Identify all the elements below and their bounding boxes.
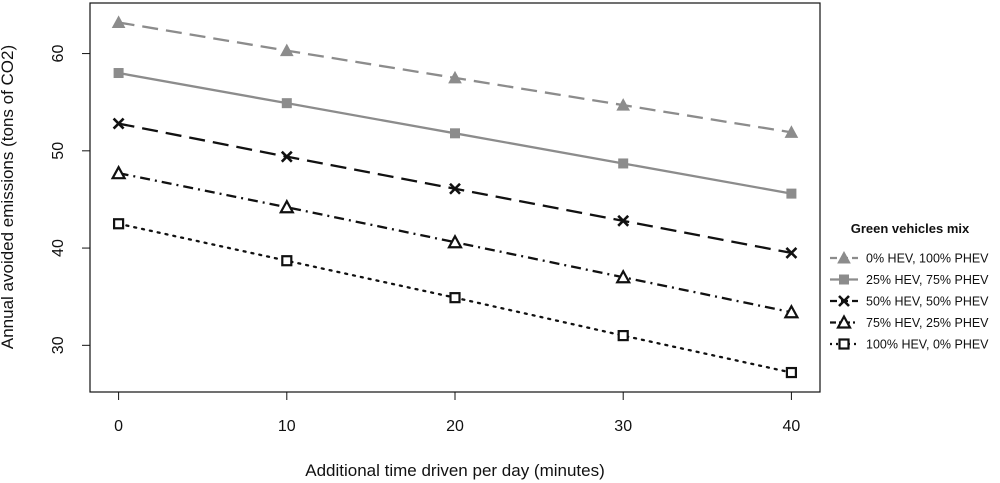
legend-item: 50% HEV, 50% PHEV <box>830 295 989 309</box>
legend-marker <box>838 295 850 307</box>
legend-item: 25% HEV, 75% PHEV <box>830 273 989 287</box>
data-point <box>278 198 295 214</box>
data-point <box>113 68 124 79</box>
legend-label: 25% HEV, 75% PHEV <box>866 273 989 287</box>
data-point <box>281 98 292 109</box>
series-layer <box>110 15 800 379</box>
x-tick-label: 40 <box>783 418 801 435</box>
series-5 <box>112 218 798 379</box>
data-point <box>785 366 798 379</box>
data-point <box>784 125 799 138</box>
legend-title: Green vehicles mix <box>851 221 970 236</box>
y-tick-label: 40 <box>50 239 67 257</box>
legend-label: 100% HEV, 0% PHEV <box>866 338 989 352</box>
x-tick-label: 30 <box>614 418 632 435</box>
data-point <box>450 128 460 139</box>
y-axis: 30 40 50 60 <box>50 45 91 354</box>
legend-label: 50% HEV, 50% PHEV <box>866 295 989 309</box>
data-point <box>616 98 631 111</box>
y-tick-label: 60 <box>50 45 67 63</box>
data-point <box>615 268 632 284</box>
x-tick-label: 10 <box>278 418 296 435</box>
data-point <box>449 182 461 195</box>
legend-marker <box>838 338 850 350</box>
x-tick-label: 20 <box>446 418 464 435</box>
data-point <box>448 70 462 84</box>
legend-label: 0% HEV, 100% PHEV <box>866 252 989 266</box>
legend-label: 75% HEV, 25% PHEV <box>866 316 989 330</box>
legend-item: 100% HEV, 0% PHEV <box>830 338 989 352</box>
legend-item: 0% HEV, 100% PHEV <box>830 250 989 266</box>
legend-marker <box>836 314 852 329</box>
data-point <box>783 303 800 319</box>
data-point <box>785 247 798 259</box>
plot-area <box>89 2 821 393</box>
data-point <box>618 158 629 169</box>
data-point <box>449 292 461 304</box>
data-point <box>110 164 127 180</box>
data-point <box>280 150 293 163</box>
data-point <box>111 15 126 28</box>
y-tick-label: 50 <box>50 142 67 160</box>
series-2 <box>113 68 797 199</box>
data-point <box>112 117 125 130</box>
data-point <box>447 233 463 249</box>
x-tick-label: 0 <box>114 418 123 435</box>
series-4 <box>110 164 800 319</box>
data-point <box>617 214 630 227</box>
x-axis: 0 10 20 30 40 <box>114 391 801 435</box>
legend-marker <box>839 274 849 285</box>
legend-marker <box>837 250 851 264</box>
series-3 <box>112 117 798 259</box>
data-point <box>617 329 629 342</box>
data-point <box>786 188 797 199</box>
series-line <box>118 172 792 314</box>
legend-item: 75% HEV, 25% PHEV <box>830 314 989 330</box>
y-tick-label: 30 <box>50 336 67 354</box>
x-axis-title: Additional time driven per day (minutes) <box>305 461 605 480</box>
data-point <box>112 218 125 230</box>
series-1 <box>111 15 799 138</box>
data-point <box>281 255 293 267</box>
legend: Green vehicles mix 0% HEV, 100% PHEV 25% … <box>830 221 989 352</box>
data-point <box>279 43 294 57</box>
y-axis-title: Annual avoided emissions (tons of CO2) <box>0 45 17 349</box>
